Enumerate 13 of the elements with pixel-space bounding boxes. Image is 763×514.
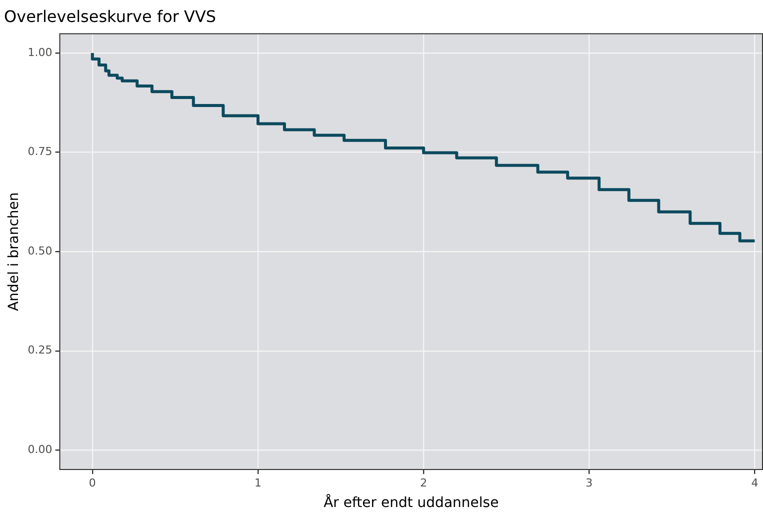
- x-tick-label: 2: [420, 476, 428, 490]
- y-tick-label: 0.25: [28, 344, 52, 357]
- x-axis-title: År efter endt uddannelse: [324, 494, 499, 512]
- x-tick-label: 0: [88, 476, 96, 490]
- y-tick-label: 1.00: [28, 46, 52, 59]
- y-axis-title: Andel i branchen: [6, 192, 22, 311]
- y-tick-label: 0.00: [28, 443, 52, 456]
- x-tick-label: 4: [751, 476, 758, 490]
- y-tick-label: 0.75: [28, 145, 52, 158]
- x-tick-label: 1: [254, 476, 262, 490]
- chart-title: Overlevelseskurve for VVS: [4, 6, 216, 26]
- y-tick-label: 0.50: [28, 244, 52, 258]
- x-tick-label: 3: [586, 476, 593, 490]
